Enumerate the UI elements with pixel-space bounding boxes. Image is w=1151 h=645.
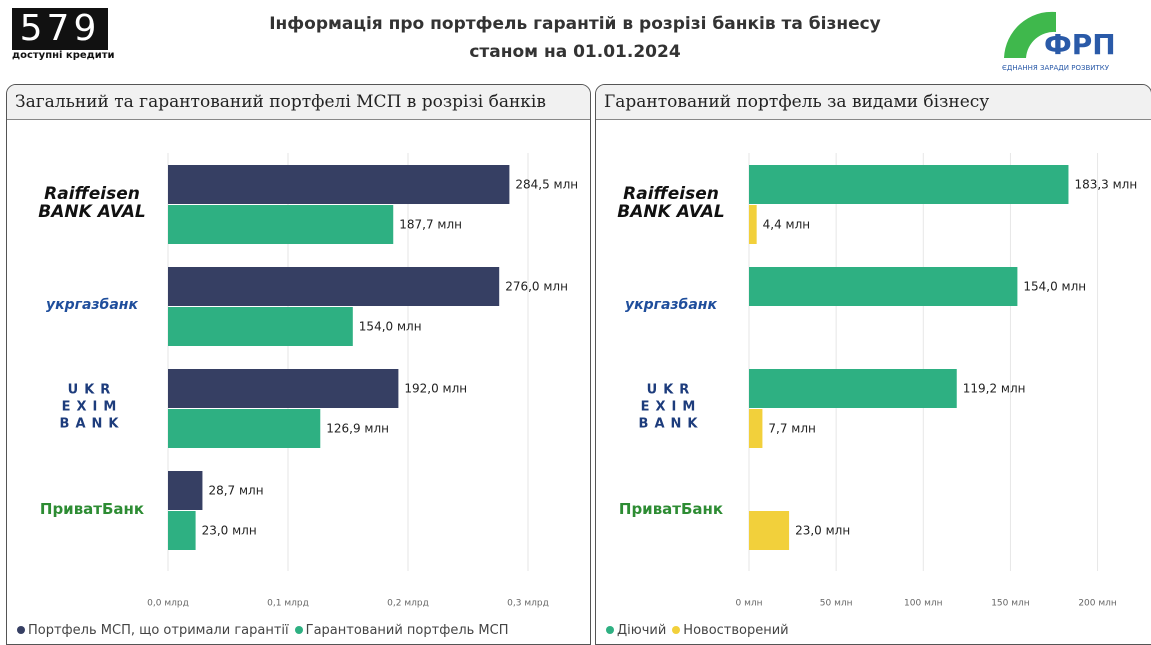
- right-logo-text: ФРП: [1044, 28, 1116, 61]
- value-label: 192,0 млн: [404, 382, 467, 396]
- right-logo-caption: ЄДНАННЯ ЗАРАДИ РОЗВИТКУ: [1002, 64, 1110, 72]
- bank-logo: ПриватБанк: [618, 500, 724, 518]
- x-tick-label: 150 млн: [991, 599, 1030, 609]
- value-label: 126,9 млн: [326, 422, 389, 436]
- x-tick-label: 0,3 млрд: [507, 599, 549, 609]
- bank-logo: укргазбанк: [46, 297, 138, 313]
- value-label: 23,0 млн: [202, 524, 257, 538]
- value-label: 183,3 млн: [1074, 178, 1137, 192]
- legend-item: Портфель МСП, що отримали гарантії: [17, 623, 289, 638]
- panel-title: Гарантований портфель за видами бізнесу: [596, 85, 1151, 120]
- bar: [749, 267, 1018, 306]
- left-logo-caption: доступні кредити: [12, 50, 115, 61]
- legend-label: Діючий: [617, 623, 667, 638]
- bank-logo: Raiffeisen BANK AVAL: [38, 184, 146, 222]
- bar: [168, 205, 394, 244]
- x-tick-label: 100 млн: [904, 599, 943, 609]
- legend-label: Гарантований портфель МСП: [305, 623, 509, 638]
- x-tick-label: 200 млн: [1078, 599, 1117, 609]
- value-label: 276,0 млн: [505, 280, 568, 294]
- left-logo: 579 доступні кредити: [12, 8, 115, 61]
- header-title: Інформація про портфель гарантій в розрі…: [269, 14, 881, 34]
- value-label: 28,7 млн: [208, 484, 263, 498]
- bank-logo: ПриватБанк: [39, 500, 145, 518]
- chart: 0 млн 50 млн 100 млн 150 млн 200 млн 183,3 мл…: [735, 153, 1137, 609]
- bar: [749, 165, 1069, 204]
- legend-dot: [606, 626, 614, 634]
- bar: [168, 369, 399, 408]
- bar: [749, 205, 757, 244]
- value-label: 23,0 млн: [795, 524, 850, 538]
- header-subtitle: станом на 01.01.2024: [469, 42, 681, 62]
- legend-item: Новостворений: [672, 623, 789, 638]
- left-logo-text: 579: [12, 8, 108, 50]
- x-tick-label: 0,1 млрд: [267, 599, 309, 609]
- panel-title: Загальний та гарантований портфелі МСП в…: [7, 85, 590, 120]
- value-label: 154,0 млн: [1023, 280, 1086, 294]
- bar: [749, 511, 790, 550]
- legend: Діючий Новостворений: [606, 623, 789, 638]
- chart: 0,0 млрд 0,1 млрд 0,2 млрд 0,3 млрд 284,5 мл…: [147, 153, 578, 609]
- x-tick-label: 0,2 млрд: [387, 599, 429, 609]
- legend-item: Діючий: [606, 623, 666, 638]
- panel: Загальний та гарантований портфелі МСП в…: [6, 84, 591, 645]
- bar: [749, 409, 763, 448]
- x-tick-label: 0,0 млрд: [147, 599, 189, 609]
- value-label: 284,5 млн: [515, 178, 578, 192]
- bar: [168, 307, 353, 346]
- value-label: 154,0 млн: [359, 320, 422, 334]
- bar: [168, 511, 196, 550]
- bank-logo: UKR EXIM BANK: [638, 382, 704, 432]
- value-label: 187,7 млн: [399, 218, 462, 232]
- right-logo: ФРП ЄДНАННЯ ЗАРАДИ РОЗВИТКУ: [1000, 6, 1130, 76]
- value-label: 119,2 млн: [963, 382, 1026, 396]
- legend-label: Портфель МСП, що отримали гарантії: [28, 623, 289, 638]
- bar: [168, 165, 510, 204]
- legend-dot: [672, 626, 681, 634]
- bar: [749, 369, 957, 408]
- right-logo-arc: [1004, 11, 1056, 58]
- bar: [168, 267, 500, 306]
- legend-item: Гарантований портфель МСП: [294, 623, 509, 638]
- legend: Портфель МСП, що отримали гарантії Гарант…: [17, 623, 509, 638]
- panel: Гарантований портфель за видами бізнесу 0…: [595, 84, 1151, 645]
- legend-dot: [294, 626, 303, 634]
- bank-logo: укргазбанк: [625, 297, 717, 313]
- bar: [168, 409, 321, 448]
- legend-dot: [17, 626, 25, 634]
- value-label: 7,7 млн: [768, 422, 815, 436]
- bank-logo: UKR EXIM BANK: [59, 382, 125, 432]
- x-tick-label: 50 млн: [820, 599, 853, 609]
- bank-logo: Raiffeisen BANK AVAL: [617, 184, 725, 222]
- legend-label: Новостворений: [683, 623, 789, 638]
- bar: [168, 471, 203, 510]
- value-label: 4,4 млн: [763, 218, 810, 232]
- x-tick-label: 0 млн: [735, 599, 762, 609]
